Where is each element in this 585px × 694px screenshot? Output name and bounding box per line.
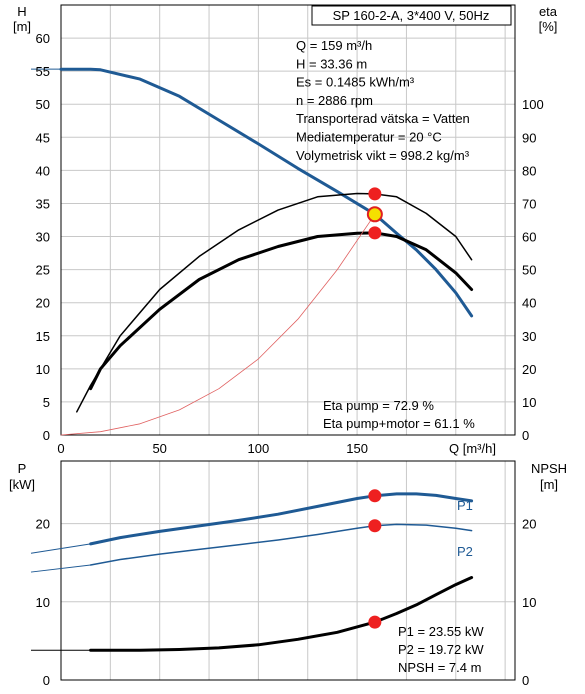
top-right-tick-label: 20 xyxy=(522,362,536,377)
title-box xyxy=(311,5,512,26)
bottom-left-axis-label: P xyxy=(18,461,27,476)
info-line: n = 2886 rpm xyxy=(296,93,373,108)
top-plot-frame xyxy=(60,4,516,436)
p1-series-label: P1 xyxy=(457,498,473,513)
eta-pump-motor-curve xyxy=(89,231,474,391)
top-left-axis-unit: [m] xyxy=(13,19,31,34)
bottom-right-tick-label: 10 xyxy=(522,595,536,610)
top-left-tick-label: 5 xyxy=(43,395,50,410)
top-left-tick-label: 25 xyxy=(36,263,50,278)
top-x-tick-label: 150 xyxy=(346,441,368,456)
top-left-tick-label: 40 xyxy=(36,163,50,178)
p1-extension-line xyxy=(30,543,91,554)
info-line: Q = 159 m³/h xyxy=(296,38,372,53)
top-left-tick-label: 10 xyxy=(36,362,50,377)
chart-marks xyxy=(366,187,383,629)
top-curves xyxy=(59,67,474,436)
bottom-left-tick-label: 0 xyxy=(43,673,50,688)
power-annotation: NPSH = 7.4 m xyxy=(398,660,481,675)
top-right-tick-label: 30 xyxy=(522,329,536,344)
x-axis-label: Q [m³/h] xyxy=(449,441,496,456)
power-annotation: P2 = 19.72 kW xyxy=(398,642,484,657)
top-left-axis-label: H xyxy=(17,4,26,19)
extension-dashes xyxy=(30,68,91,651)
info-line: Mediatemperatur = 20 °C xyxy=(296,130,442,145)
chart-texts: 0 5 10 15 20 25 30 35 40 45 50 55 60 0 10 20 30 40 50 60 70 8… xyxy=(9,4,567,688)
info-line: Transporterad vätska = Vatten xyxy=(296,111,470,126)
power-annotation: P1 = 23.55 kW xyxy=(398,624,484,639)
power-point-marker xyxy=(368,615,382,629)
top-left-tick-label: 20 xyxy=(36,296,50,311)
npsh-curve xyxy=(89,576,474,652)
top-right-tick-label: 90 xyxy=(522,130,536,145)
bottom-right-tick-label: 0 xyxy=(522,673,529,688)
info-line: H = 33.36 m xyxy=(296,56,367,71)
p1-curve xyxy=(89,492,474,546)
top-x-tick-label: 0 xyxy=(57,441,64,456)
eta-pump-annotation: Eta pump = 72.9 % xyxy=(323,398,434,413)
top-left-tick-label: 35 xyxy=(36,196,50,211)
top-right-axis-label: eta xyxy=(539,4,558,19)
chart-title: SP 160-2-A, 3*400 V, 50Hz xyxy=(333,8,490,23)
p2-series-label: P2 xyxy=(457,544,473,559)
top-left-tick-label: 0 xyxy=(43,428,50,443)
top-right-tick-label: 50 xyxy=(522,263,536,278)
top-left-tick-label: 60 xyxy=(36,31,50,46)
bottom-left-axis-unit: [kW] xyxy=(9,477,35,492)
eta-pump-curve xyxy=(76,192,473,413)
top-left-tick-label: 15 xyxy=(36,329,50,344)
bottom-right-axis-label: NPSH xyxy=(531,461,567,476)
top-right-tick-label: 100 xyxy=(522,97,544,112)
info-line: Es = 0.1485 kWh/m³ xyxy=(296,75,415,90)
top-left-tick-label: 45 xyxy=(36,130,50,145)
bottom-left-tick-label: 10 xyxy=(36,595,50,610)
power-point-marker xyxy=(368,489,382,503)
efficiency-point-marker xyxy=(368,226,382,240)
top-left-tick-label: 50 xyxy=(36,97,50,112)
bottom-plot-frame xyxy=(60,460,516,681)
top-right-tick-label: 10 xyxy=(522,395,536,410)
top-x-tick-label: 50 xyxy=(152,441,166,456)
head-curve xyxy=(59,67,474,318)
top-right-tick-label: 70 xyxy=(522,196,536,211)
top-right-axis-unit: [%] xyxy=(539,19,558,34)
bottom-right-axis-unit: [m] xyxy=(540,477,558,492)
eta-pump-motor-annotation: Eta pump+motor = 61.1 % xyxy=(323,416,475,431)
top-right-tick-label: 40 xyxy=(522,296,536,311)
top-left-tick-label: 30 xyxy=(36,230,50,245)
p2-extension-line xyxy=(30,564,91,573)
top-right-tick-label: 0 xyxy=(522,428,529,443)
top-grid xyxy=(60,4,516,436)
bottom-left-tick-label: 20 xyxy=(36,517,50,532)
p2-curve xyxy=(89,523,473,566)
duty-point-marker xyxy=(366,206,383,223)
top-right-tick-label: 60 xyxy=(522,230,536,245)
info-line: Volymetrisk vikt = 998.2 kg/m³ xyxy=(296,148,470,163)
power-point-marker xyxy=(368,519,382,533)
top-left-tick-label: 55 xyxy=(36,64,50,79)
top-right-tick-label: 80 xyxy=(522,163,536,178)
bottom-curves xyxy=(89,492,474,652)
top-x-tick-label: 100 xyxy=(248,441,270,456)
bottom-right-tick-label: 20 xyxy=(522,517,536,532)
efficiency-point-marker xyxy=(368,187,382,201)
system-curve xyxy=(60,213,376,436)
